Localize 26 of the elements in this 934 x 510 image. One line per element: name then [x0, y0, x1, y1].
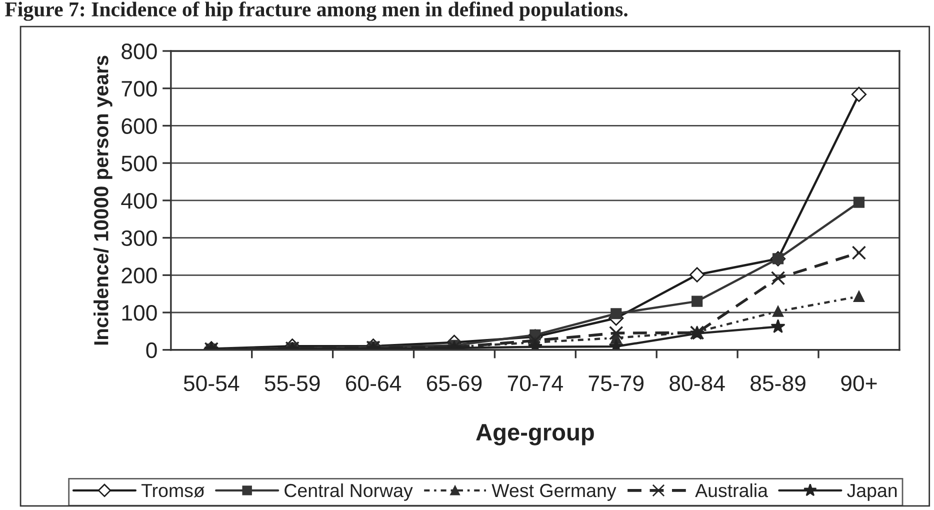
y-tick-label: 800: [122, 44, 157, 60]
x-tick-label: 60-64: [346, 375, 402, 392]
chart-title: Figure 7: Incidence of hip fracture among men in defined populations.: [5, 2, 628, 21]
legend-label: Central Norway: [284, 483, 413, 501]
y-tick-label: 500: [122, 156, 157, 172]
x-tick-label: 55-59: [264, 375, 320, 392]
legend-label: West Germany: [492, 484, 616, 501]
y-tick-label: 600: [122, 118, 157, 134]
x-tick-label: 70-74: [508, 375, 563, 392]
legend-label: Japan: [847, 484, 897, 501]
x-tick-label: 75-79: [588, 375, 644, 392]
y-tick-label: 300: [122, 230, 157, 246]
y-tick-label: 700: [122, 80, 157, 97]
y-tick-label: 200: [122, 268, 157, 284]
y-axis-title: Incidence/ 10000 person years: [94, 56, 112, 345]
x-tick-label: 50-54: [184, 375, 240, 392]
x-axis-title: Age-group: [476, 424, 594, 446]
x-tick-label: 85-89: [750, 375, 806, 392]
legend-label: Australia: [695, 483, 768, 498]
x-tick-label: 90+: [841, 375, 877, 392]
y-tick-label: 100: [122, 305, 157, 321]
y-tick-label: 0: [146, 342, 157, 358]
x-tick-label: 80-84: [670, 375, 725, 392]
x-tick-label: 65-69: [426, 375, 482, 392]
legend-label: Tromsø: [141, 484, 204, 498]
y-tick-label: 400: [121, 192, 157, 209]
